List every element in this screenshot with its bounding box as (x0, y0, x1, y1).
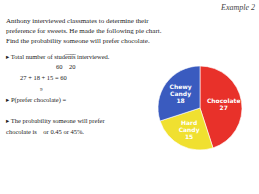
svg-text:Example 2: Example 2 (220, 3, 255, 12)
svg-text:27: 27 (220, 104, 228, 111)
svg-text:▸ Total number of stude̅n̅t̅s̅: ▸ Total number of stude̅n̅t̅s̅ interview… (6, 53, 110, 60)
svg-text:9: 9 (40, 87, 43, 92)
svg-text:Chocolate: Chocolate (207, 97, 241, 104)
svg-text:15: 15 (185, 133, 193, 140)
svg-text:preference for sweets. He made: preference for sweets. He made the follo… (6, 27, 162, 35)
svg-text:Chewy: Chewy (169, 83, 192, 91)
svg-text:Candy: Candy (170, 90, 192, 98)
svg-text:Anthony interviewed classmates: Anthony interviewed classmates to determ… (6, 17, 149, 25)
svg-text:Hard: Hard (181, 119, 197, 126)
svg-text:27 + 18 + 15 = 60: 27 + 18 + 15 = 60 (20, 74, 67, 81)
svg-text:18: 18 (176, 97, 184, 104)
svg-text:Candy: Candy (178, 125, 200, 133)
svg-text:▸ The probability someone will: ▸ The probability someone will prefer (6, 117, 105, 124)
svg-text:60 20: 60 20 (56, 63, 76, 70)
svg-text:Find the probability someone w: Find the probability someone will prefer… (6, 37, 150, 45)
svg-text:▸ P(prefer chocolate) =: ▸ P(prefer chocolate) = (6, 96, 66, 104)
svg-text:chocolate is or 0.45 or 45%: chocolate is or 0.45 or 45%. (6, 128, 84, 135)
